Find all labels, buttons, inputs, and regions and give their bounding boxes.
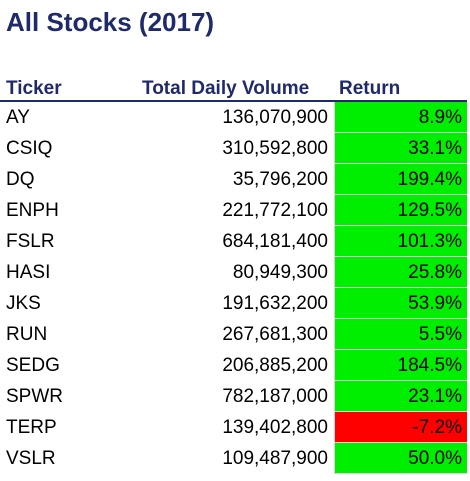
table-row: FSLR 684,181,400 101.3% <box>0 226 467 257</box>
table-row: ENPH 221,772,100 129.5% <box>0 195 467 226</box>
table-row: AY 136,070,900 8.9% <box>0 102 467 133</box>
cell-total-daily-volume: 136,070,900 <box>222 107 328 128</box>
cell-return: 53.9% <box>334 288 467 319</box>
cell-ticker: FSLR <box>6 231 55 252</box>
cell-total-daily-volume: 35,796,200 <box>232 169 328 190</box>
cell-ticker: SPWR <box>6 386 63 407</box>
cell-return: 50.0% <box>334 443 467 474</box>
cell-ticker: ENPH <box>6 200 59 221</box>
cell-return: 33.1% <box>334 133 467 164</box>
table-row: RUN 267,681,300 5.5% <box>0 319 467 350</box>
cell-total-daily-volume: 80,949,300 <box>232 262 328 283</box>
cell-total-daily-volume: 191,632,200 <box>222 293 328 314</box>
table-row: SPWR 782,187,000 23.1% <box>0 381 467 412</box>
header-return: Return <box>339 78 401 99</box>
cell-ticker: TERP <box>6 417 57 438</box>
cell-total-daily-volume: 267,681,300 <box>222 324 328 345</box>
cell-return: 199.4% <box>334 164 467 195</box>
cell-ticker: AY <box>6 107 30 128</box>
cell-total-daily-volume: 221,772,100 <box>222 200 328 221</box>
cell-ticker: RUN <box>6 324 48 345</box>
cell-ticker: JKS <box>6 293 41 314</box>
cell-return: 101.3% <box>334 226 467 257</box>
cell-return: 5.5% <box>334 319 467 350</box>
cell-total-daily-volume: 782,187,000 <box>222 386 328 407</box>
header-ticker: Ticker <box>6 78 62 99</box>
table-row: TERP 139,402,800 -7.2% <box>0 412 467 443</box>
cell-ticker: SEDG <box>6 355 60 376</box>
cell-ticker: HASI <box>6 262 51 283</box>
cell-return: 25.8% <box>334 257 467 288</box>
cell-total-daily-volume: 109,487,900 <box>222 448 328 469</box>
table-row: VSLR 109,487,900 50.0% <box>0 443 467 474</box>
header-total-daily-volume: Total Daily Volume <box>142 78 310 99</box>
cell-return: -7.2% <box>334 412 467 443</box>
cell-return: 23.1% <box>334 381 467 412</box>
table-header: Ticker Total Daily Volume Return <box>0 78 467 102</box>
cell-return: 129.5% <box>334 195 467 226</box>
table-row: CSIQ 310,592,800 33.1% <box>0 133 467 164</box>
cell-ticker: VSLR <box>6 448 56 469</box>
table-body: AY 136,070,900 8.9% CSIQ 310,592,800 33.1% DQ 3… <box>0 102 470 474</box>
table-row: DQ 35,796,200 199.4% <box>0 164 467 195</box>
cell-total-daily-volume: 139,402,800 <box>222 417 328 438</box>
cell-total-daily-volume: 206,885,200 <box>222 355 328 376</box>
cell-ticker: DQ <box>6 169 35 190</box>
table-row: JKS 191,632,200 53.9% <box>0 288 467 319</box>
table-row: HASI 80,949,300 25.8% <box>0 257 467 288</box>
cell-return: 184.5% <box>334 350 467 381</box>
cell-total-daily-volume: 310,592,800 <box>222 138 328 159</box>
page-title: All Stocks (2017) <box>6 7 215 37</box>
table-row: SEDG 206,885,200 184.5% <box>0 350 467 381</box>
cell-ticker: CSIQ <box>6 138 53 159</box>
cell-total-daily-volume: 684,181,400 <box>222 231 328 252</box>
cell-return: 8.9% <box>334 102 467 133</box>
stocks-table: Ticker Total Daily Volume Return AY 136,0… <box>0 78 470 474</box>
